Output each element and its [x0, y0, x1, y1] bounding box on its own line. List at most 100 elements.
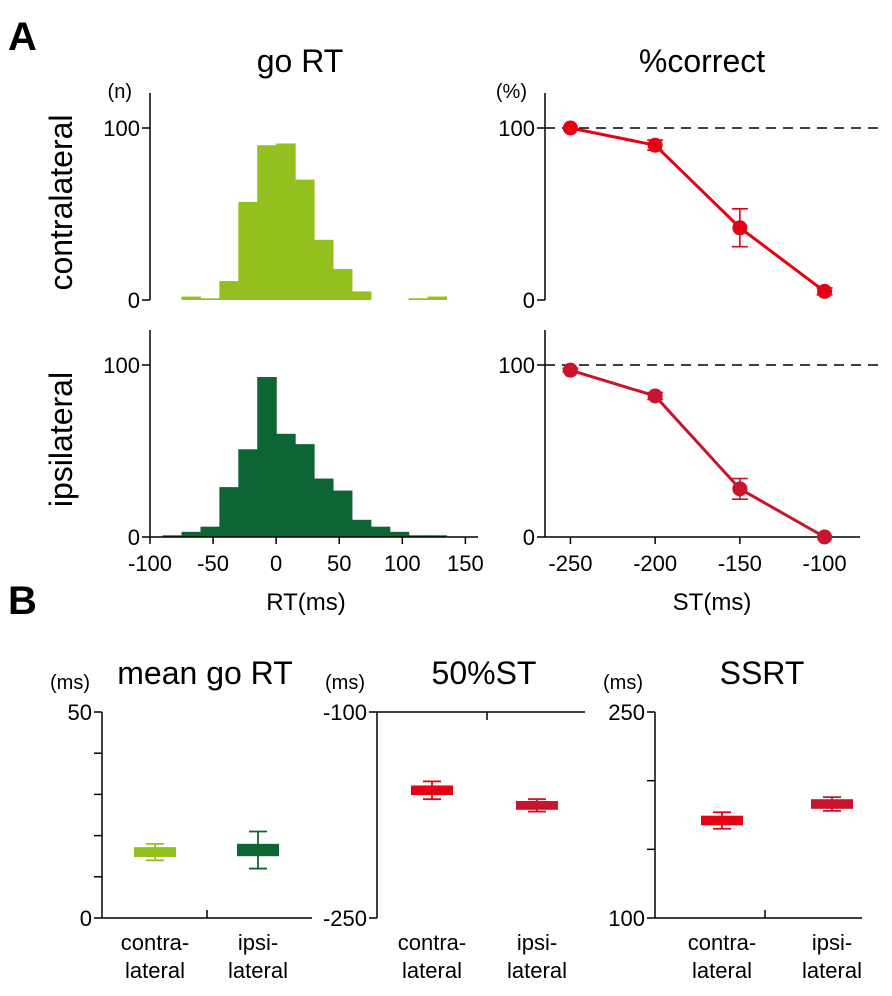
x-tick-label: -50 — [197, 551, 229, 576]
data-point — [817, 283, 833, 299]
chart-title: %correct — [639, 43, 765, 79]
histogram-bar — [181, 531, 202, 537]
category-label-line: contra- — [398, 930, 466, 955]
chart-title: 50%ST — [432, 655, 537, 691]
category-label-line: lateral — [802, 958, 862, 983]
sem-box — [701, 815, 743, 826]
x-axis-label: ST(ms) — [673, 589, 752, 616]
histogram-bar — [295, 444, 315, 537]
histogram-bar — [219, 281, 239, 300]
data-point — [647, 137, 663, 153]
histogram-bar — [238, 449, 258, 537]
category-label-line: lateral — [125, 958, 185, 983]
y-tick-label: 100 — [608, 906, 645, 931]
histogram-bar — [295, 179, 315, 300]
histogram-bar — [427, 535, 448, 537]
histogram-bar — [332, 490, 353, 537]
category-label: ipsi-lateral — [507, 930, 567, 983]
line-chart-pc-contra — [537, 93, 878, 301]
y-unit: (%) — [496, 81, 527, 103]
row-label: ipsilateral — [43, 372, 79, 507]
y-unit: (ms) — [50, 672, 90, 694]
chart-title: go RT — [257, 43, 344, 79]
data-point — [732, 481, 748, 497]
y-tick-label: 0 — [523, 288, 535, 313]
category-label-line: ipsi- — [517, 930, 557, 955]
sem-box — [811, 799, 853, 809]
y-tick-label: -100 — [323, 700, 367, 725]
data-point — [562, 120, 578, 136]
y-tick-label: 100 — [103, 116, 140, 141]
histogram-goRT-ipsi — [142, 330, 478, 544]
y-unit: (ms) — [603, 672, 643, 694]
x-axis-label: RT(ms) — [266, 589, 346, 616]
x-tick-label: 150 — [447, 551, 484, 576]
histogram-bar — [314, 239, 334, 300]
x-tick-label: 50 — [327, 551, 351, 576]
histogram-bar — [200, 298, 220, 300]
category-label-line: lateral — [402, 958, 462, 983]
category-label: contra-lateral — [398, 930, 466, 983]
chart-title: mean go RT — [117, 655, 293, 691]
histogram-bar — [219, 487, 239, 537]
histogram-bar — [276, 143, 296, 300]
chart-title: SSRT — [720, 655, 805, 691]
y-tick-label: 100 — [498, 353, 535, 378]
x-tick-label: 100 — [384, 551, 421, 576]
sem-box — [516, 800, 558, 810]
data-point — [732, 220, 748, 236]
histogram-bar — [351, 291, 372, 300]
charts-layer: 0 100 (n) go RT contralateral 0 100 (%) %correct… — [43, 43, 878, 983]
sem-box — [411, 785, 453, 796]
category-label-line: lateral — [228, 958, 288, 983]
histogram-bar — [276, 433, 296, 537]
histogram-bar — [427, 296, 448, 300]
y-unit: (ms) — [325, 672, 365, 694]
data-point — [817, 529, 833, 545]
row-label: contralateral — [43, 114, 79, 290]
histogram-bar — [162, 535, 183, 537]
y-tick-label: 250 — [608, 700, 645, 725]
category-label: contra-lateral — [121, 930, 189, 983]
histogram-bar — [200, 526, 220, 537]
x-tick-label: -150 — [718, 551, 762, 576]
histogram-bar — [408, 535, 429, 537]
summary-chart-ssrt: contra-lateral ipsi-lateral — [647, 711, 862, 983]
category-label: contra-lateral — [688, 930, 756, 983]
histogram-bar — [370, 526, 391, 537]
y-tick-label: 100 — [498, 116, 535, 141]
histogram-goRT-contra — [142, 93, 448, 301]
category-label-line: lateral — [507, 958, 567, 983]
y-tick-label: 100 — [103, 353, 140, 378]
histogram-bar — [351, 519, 372, 537]
y-tick-label: 0 — [523, 525, 535, 550]
y-tick-label: 50 — [68, 700, 92, 725]
series-line — [569, 368, 826, 539]
y-tick-label: 0 — [128, 288, 140, 313]
category-label-line: lateral — [692, 958, 752, 983]
category-label-line: ipsi- — [812, 930, 852, 955]
category-label: ipsi-lateral — [228, 930, 288, 983]
y-tick-label: -250 — [323, 906, 367, 931]
y-tick-label: 0 — [80, 906, 92, 931]
y-unit: (n) — [108, 81, 132, 103]
x-tick-label: -100 — [128, 551, 172, 576]
histogram-bar — [332, 269, 353, 300]
sem-box — [237, 843, 279, 857]
x-tick-label: -250 — [548, 551, 592, 576]
histogram-bar — [238, 201, 258, 300]
data-point — [562, 362, 578, 378]
x-tick-label: -200 — [633, 551, 677, 576]
histogram-bar — [257, 145, 277, 300]
histogram-bar — [408, 298, 429, 300]
panel-label-a: A — [8, 15, 37, 59]
sem-box — [134, 847, 176, 858]
category-label-line: contra- — [121, 930, 189, 955]
histogram-bar — [389, 531, 410, 537]
x-tick-label: 0 — [270, 551, 282, 576]
category-label: ipsi-lateral — [802, 930, 862, 983]
histogram-bar — [314, 478, 334, 537]
